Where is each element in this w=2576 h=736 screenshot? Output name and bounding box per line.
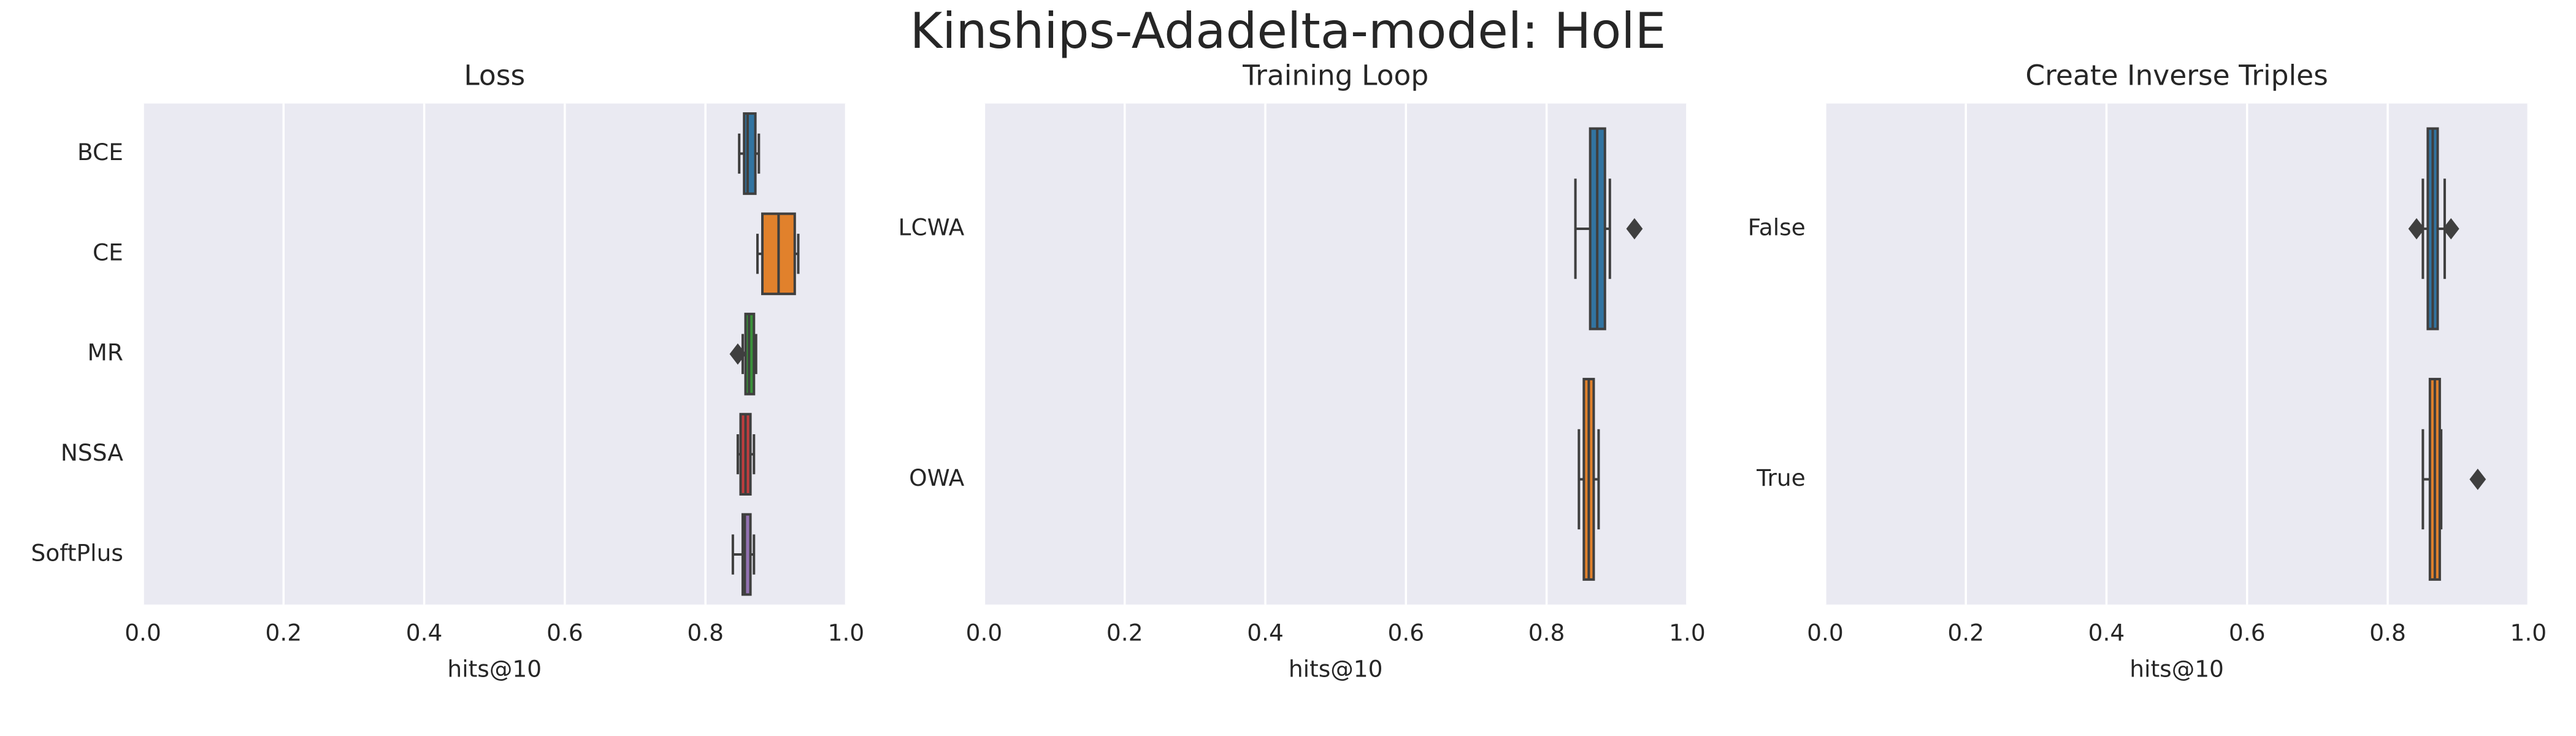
x-tick-label: 0.6 [546, 619, 583, 646]
plot-background [143, 103, 846, 605]
y-tick-label: LCWA [899, 213, 965, 240]
outlier [2408, 218, 2425, 240]
y-tick-label: SoftPlus [31, 540, 123, 567]
x-tick-label: 0.4 [406, 619, 443, 646]
x-tick-label: 0.4 [2088, 619, 2125, 646]
x-tick-label: 0.8 [1528, 619, 1565, 646]
x-tick-label: 0.2 [1947, 619, 1984, 646]
x-tick-label: 0.0 [966, 619, 1003, 646]
panel-title: Loss [464, 59, 525, 91]
x-tick-label: 0.2 [1106, 619, 1143, 646]
plot-background [984, 103, 1687, 605]
x-axis-label: hits@10 [2129, 655, 2224, 682]
y-tick-label: NSSA [61, 439, 123, 466]
x-tick-label: 0.4 [1247, 619, 1284, 646]
y-tick-label: MR [87, 339, 123, 366]
x-tick-label: 0.6 [1388, 619, 1425, 646]
x-axis-label: hits@10 [447, 655, 542, 682]
y-tick-label: True [1756, 464, 1806, 491]
y-tick-label: CE [93, 239, 123, 266]
outlier [2469, 469, 2486, 490]
box [743, 112, 757, 195]
y-tick-label: OWA [909, 464, 965, 491]
panel-title: Training Loop [1242, 59, 1428, 91]
x-tick-label: 0.0 [1807, 619, 1844, 646]
figure-title: Kinships-Adadelta-model: HolE [910, 2, 1666, 59]
x-tick-label: 0.0 [125, 619, 161, 646]
outlier [1626, 218, 1643, 240]
x-tick-label: 0.6 [2229, 619, 2266, 646]
y-tick-label: BCE [77, 139, 123, 166]
outlier [729, 343, 746, 365]
panel-title: Create Inverse Triples [2025, 59, 2328, 91]
plot-background [1825, 103, 2529, 605]
x-tick-label: 1.0 [1669, 619, 1706, 646]
x-tick-label: 1.0 [828, 619, 865, 646]
outlier [2442, 218, 2459, 240]
x-tick-label: 0.8 [2369, 619, 2406, 646]
x-tick-label: 0.2 [266, 619, 302, 646]
x-tick-label: 1.0 [2510, 619, 2547, 646]
x-axis-label: hits@10 [1289, 655, 1383, 682]
y-tick-label: False [1748, 213, 1806, 240]
x-tick-label: 0.8 [687, 619, 724, 646]
